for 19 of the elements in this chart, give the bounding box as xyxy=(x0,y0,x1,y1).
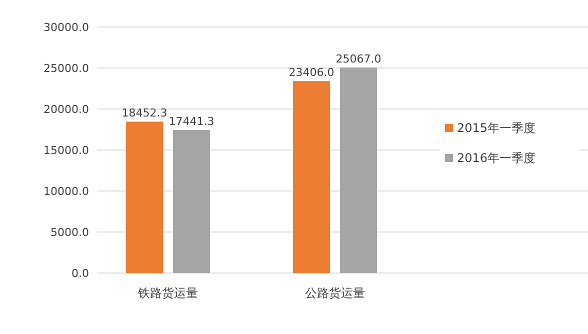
bar xyxy=(340,67,377,273)
bar xyxy=(293,81,330,273)
y-tick-label: 0.0 xyxy=(72,267,89,280)
data-label: 17441.3 xyxy=(168,114,214,128)
data-label: 18452.3 xyxy=(122,106,168,120)
y-tick-label: 20000.0 xyxy=(44,103,89,116)
x-tick-label: 铁路货运量 xyxy=(137,286,198,300)
bar xyxy=(126,122,163,273)
y-tick-label: 25000.0 xyxy=(44,62,89,75)
y-tick-label: 30000.0 xyxy=(44,21,89,34)
legend-label: 2016年一季度 xyxy=(457,151,536,165)
y-tick-label: 10000.0 xyxy=(44,185,89,198)
legend-label: 2015年一季度 xyxy=(457,121,536,135)
bar xyxy=(173,130,210,273)
data-label: 23406.0 xyxy=(288,66,334,80)
y-tick-label: 15000.0 xyxy=(44,144,89,157)
y-tick-label: 5000.0 xyxy=(50,226,89,239)
x-tick-label: 公路货运量 xyxy=(305,286,365,300)
data-label: 25067.0 xyxy=(336,52,382,66)
